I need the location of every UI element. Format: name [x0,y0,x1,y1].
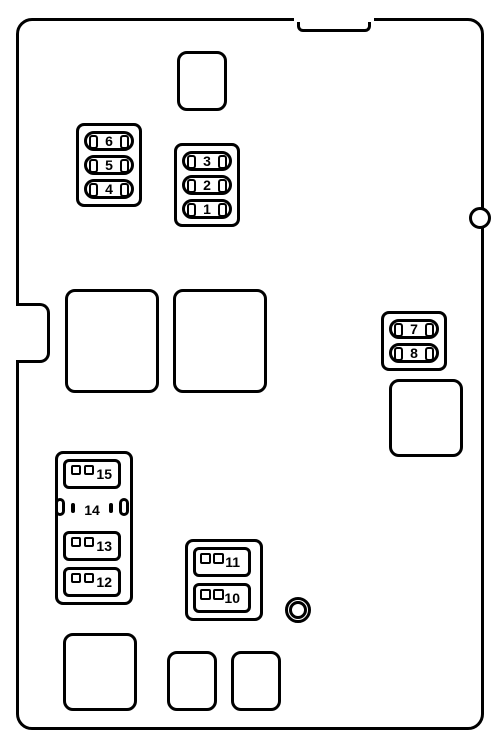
fuse-label: 2 [203,177,211,193]
fuse-1: 1 [182,199,232,219]
fuse-label: 15 [96,466,112,482]
fuse-label: 11 [225,554,240,570]
relay-12: 12 [63,567,121,597]
fuse-label: 12 [96,574,112,590]
chip-11: 11 [193,547,251,577]
fuse-2: 2 [182,175,232,195]
fuse-4: 4 [84,179,134,199]
box-mid-left [65,289,159,393]
screw-right [469,207,491,229]
box-bottom-3 [231,651,281,711]
fuse-label: 7 [410,321,418,337]
fuse-3: 3 [182,151,232,171]
box-bottom-2 [167,651,217,711]
fuse-label: 1 [203,201,211,217]
fuse-8: 8 [389,343,439,363]
fuse-label: 5 [105,157,113,173]
relay-14: 14 [63,495,121,525]
fuseblock-relay-left: 15 14 13 12 [55,451,133,605]
fuse-6: 6 [84,131,134,151]
fusebox-diagram: 6 5 4 3 2 1 7 8 15 14 13 12 11 [0,0,500,747]
panel-outline: 6 5 4 3 2 1 7 8 15 14 13 12 11 [16,18,484,730]
fuse-label: 14 [84,502,100,518]
mounting-ring [285,597,311,623]
fuseblock-top-mid: 3 2 1 [174,143,240,227]
fuse-label: 8 [410,345,418,361]
box-top-small [177,51,227,111]
fuse-label: 6 [105,133,113,149]
fuse-label: 13 [96,538,112,554]
top-notch [297,18,371,32]
fuse-label: 4 [105,181,113,197]
fuse-label: 10 [224,590,240,606]
fuse-label: 3 [203,153,211,169]
fuseblock-chip-mid: 11 10 [185,539,263,621]
relay-13: 13 [63,531,121,561]
box-bottom-1 [63,633,137,711]
relay-15: 15 [63,459,121,489]
fuseblock-top-left: 6 5 4 [76,123,142,207]
fuseblock-right: 7 8 [381,311,447,371]
fuse-5: 5 [84,155,134,175]
chip-10: 10 [193,583,251,613]
fuse-7: 7 [389,319,439,339]
box-right-under [389,379,463,457]
left-clip [16,303,50,363]
box-mid-center [173,289,267,393]
